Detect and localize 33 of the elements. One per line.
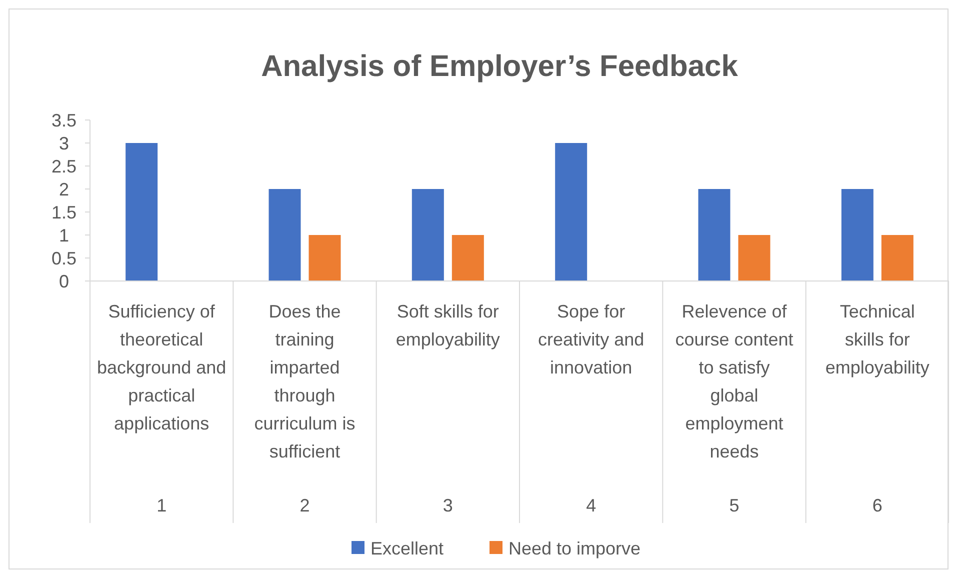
bar xyxy=(268,189,301,281)
text: 4 xyxy=(586,495,596,516)
y-tick-label: 2 xyxy=(58,179,70,200)
x-tick-label: Does the training imparted through curriculum is sufficient xyxy=(254,301,356,462)
x-tick-label: Sufficiency of theoretical background and practical applications xyxy=(97,301,226,434)
y-tick-label: 1 xyxy=(58,225,70,246)
text: 6 xyxy=(872,495,882,516)
y-tick-label: 0.5 xyxy=(51,248,77,268)
chart-title: Analysis of Employer’s Feedback xyxy=(261,50,738,83)
y-tick-label: 1.5 xyxy=(51,202,77,222)
x-tick-label: Relevence of course content to satisfy global employment needs xyxy=(675,301,794,462)
x-tick-label: Technical skills for employability xyxy=(825,301,930,378)
bar xyxy=(555,143,588,281)
bar xyxy=(452,235,484,281)
bar xyxy=(881,235,914,281)
y-tick-label: 0 xyxy=(58,271,70,292)
legend-label: Excellent xyxy=(370,538,444,558)
text: 3 xyxy=(442,495,453,516)
legend-label: Need to imporve xyxy=(508,538,641,558)
bar xyxy=(841,189,874,281)
y-tick-label: 3.5 xyxy=(51,110,77,130)
x-tick-label: Soft skills for employability xyxy=(396,301,500,350)
bar xyxy=(738,235,770,281)
bar xyxy=(698,189,730,281)
y-tick-label: 2.5 xyxy=(51,156,77,176)
bar xyxy=(412,189,444,281)
text: 5 xyxy=(729,495,740,516)
text: 2 xyxy=(300,495,310,516)
x-tick-label: Sope for creativity and innovation xyxy=(538,301,644,378)
bar xyxy=(308,235,341,281)
y-tick-label: 3 xyxy=(58,133,70,154)
bar xyxy=(126,143,158,281)
text: 1 xyxy=(156,495,167,516)
